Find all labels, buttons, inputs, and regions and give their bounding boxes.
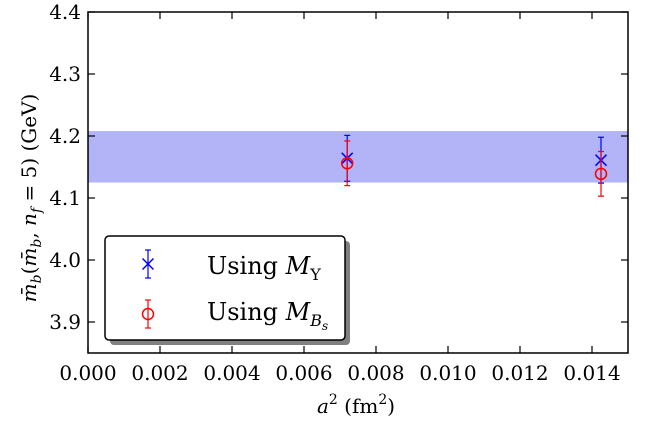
legend-entry-0: Using MΥ — [207, 252, 321, 284]
errorbar-s1-p1 — [598, 150, 604, 197]
x-tick-label-5: 0.010 — [419, 361, 476, 385]
data-series — [340, 134, 608, 197]
point-s1-p1 — [594, 167, 608, 181]
legend-box — [104, 235, 346, 341]
legend-entry-1: Using MBs — [207, 298, 328, 333]
y-tick-label-1: 4.0 — [49, 248, 81, 272]
x-tick-label-4: 0.008 — [347, 361, 404, 385]
y-tick-label-4: 4.3 — [49, 62, 81, 86]
y-tick-label-2: 4.1 — [49, 186, 81, 210]
svg-text:m̄b(m̄b, nf = 5) (GeV): m̄b(m̄b, nf = 5) (GeV) — [17, 94, 45, 303]
legend-errorbar-1 — [145, 299, 151, 329]
x-tick-label-0: 0.000 — [59, 361, 116, 385]
y-tick-label-3: 4.2 — [49, 124, 81, 148]
legend-markers — [141, 249, 155, 329]
plot-area-border — [87, 11, 629, 354]
y-tick-label-5: 4.4 — [49, 0, 81, 24]
legend: Using MΥ Using MBs — [104, 235, 350, 345]
x-tick-label-7: 0.014 — [563, 361, 620, 385]
x-tick-label-1: 0.002 — [131, 361, 188, 385]
x-tick-label-6: 0.012 — [491, 361, 548, 385]
x-tick-label-2: 0.004 — [203, 361, 260, 385]
x-tick-label-3: 0.006 — [275, 361, 332, 385]
axis-ticks: 0.000 0.002 0.004 0.006 0.008 0.010 0.012 0.014… — [49, 0, 628, 385]
x-axis-label: a2 (fm2) — [317, 392, 395, 418]
point-s1-p0 — [340, 157, 354, 170]
plot-frame — [87, 11, 629, 354]
y-axis-label: m̄b(m̄b, nf = 5) (GeV) — [17, 94, 45, 303]
y-tick-label-0: 3.9 — [49, 310, 81, 334]
confidence-band — [88, 131, 628, 183]
band-rect — [88, 131, 628, 183]
legend-marker-1 — [141, 307, 155, 321]
errorbar-s1-p0 — [344, 140, 351, 187]
legend-marker-0 — [141, 257, 155, 271]
